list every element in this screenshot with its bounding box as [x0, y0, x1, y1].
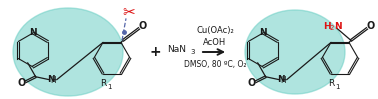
Text: N: N [259, 28, 267, 37]
Text: DMSO, 80 ºC, O₂: DMSO, 80 ºC, O₂ [184, 59, 246, 69]
Text: Cu(OAc)₂: Cu(OAc)₂ [196, 26, 234, 34]
Text: +: + [149, 45, 161, 59]
Text: O: O [248, 78, 256, 88]
Text: 3: 3 [190, 49, 195, 55]
Text: N: N [47, 75, 54, 84]
Text: H: H [323, 22, 331, 31]
Text: R: R [328, 79, 334, 88]
Text: N: N [277, 75, 285, 84]
Text: H: H [50, 76, 56, 85]
Text: 2: 2 [330, 25, 335, 31]
Text: 1: 1 [335, 84, 339, 90]
Text: ✂: ✂ [122, 5, 135, 20]
Ellipse shape [13, 8, 123, 96]
Text: 1: 1 [107, 84, 111, 90]
Text: O: O [139, 21, 147, 31]
Text: O: O [367, 21, 375, 31]
Text: N: N [334, 22, 342, 31]
Text: O: O [17, 78, 26, 88]
Ellipse shape [245, 10, 345, 94]
Text: R: R [100, 79, 106, 88]
Text: H: H [280, 76, 285, 85]
Text: N: N [29, 28, 37, 37]
Text: NaN: NaN [167, 44, 186, 53]
Text: AcOH: AcOH [203, 38, 227, 47]
